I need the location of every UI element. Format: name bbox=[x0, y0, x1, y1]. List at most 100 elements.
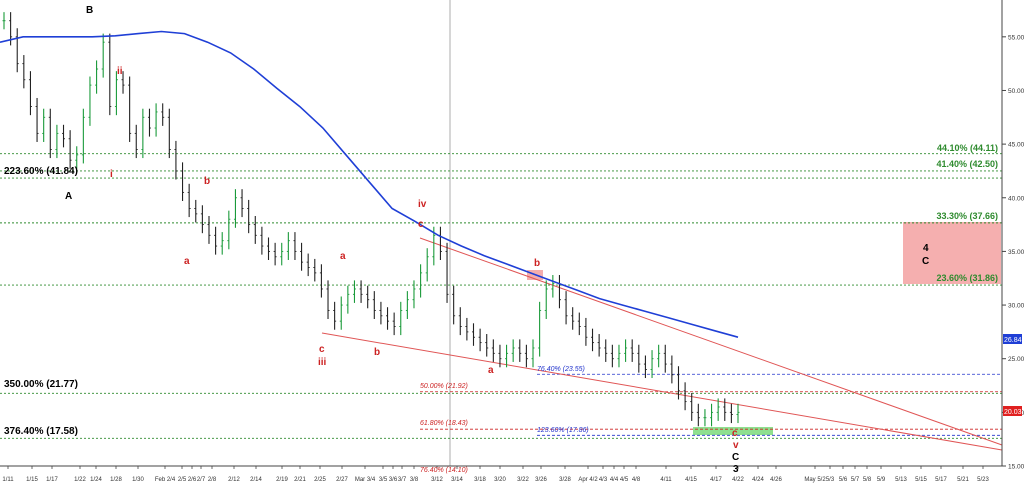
x-tick-label: 2/8 bbox=[208, 477, 217, 483]
x-tick-label: 2/27 bbox=[336, 477, 348, 483]
level-label-376-40: 376.40% (17.58) bbox=[4, 426, 78, 437]
y-tick-label: 15.00 bbox=[1008, 464, 1024, 471]
x-tick-label: 4/26 bbox=[770, 477, 782, 483]
level-label-41-40: 41.40% (42.50) bbox=[936, 159, 998, 169]
y-tick-label: 40.00 bbox=[1008, 195, 1024, 202]
x-tick-label: Apr 4/2 bbox=[578, 477, 598, 483]
x-tick-label: 2/25 bbox=[314, 477, 326, 483]
y-tick-label: 30.00 bbox=[1008, 303, 1024, 310]
x-tick-label: 4/22 bbox=[732, 477, 744, 483]
x-tick-label: Mar 3/4 bbox=[355, 477, 376, 483]
x-tick-label: 3/18 bbox=[474, 477, 486, 483]
x-tick-label: 1/24 bbox=[90, 477, 102, 483]
x-tick-label: 5/6 bbox=[839, 477, 848, 483]
ma-value-tag bbox=[1003, 334, 1022, 344]
wave-label-c-3: c bbox=[732, 428, 738, 439]
x-tick-label: 4/11 bbox=[660, 477, 672, 483]
x-tick-label: 5/15 bbox=[915, 477, 927, 483]
y-tick-label: 35.00 bbox=[1008, 249, 1024, 256]
level-label-33-30: 33.30% (37.66) bbox=[936, 211, 998, 221]
x-tick-label: 5/17 bbox=[935, 477, 947, 483]
wave-label-C-1: C bbox=[732, 452, 739, 463]
wave-label-b-2: b bbox=[374, 347, 380, 358]
fib-label-76-40-upper: 76.40% (23.55) bbox=[537, 366, 585, 373]
x-tick-label: 1/28 bbox=[110, 477, 122, 483]
level-label-223-60: 223.60% (41.84) bbox=[4, 166, 78, 177]
x-tick-label: May 5/2 bbox=[804, 477, 826, 483]
wave-label-v: v bbox=[733, 440, 739, 451]
support-zone bbox=[693, 427, 773, 435]
y-tick-label: 45.00 bbox=[1008, 142, 1024, 149]
x-tick-label: 5/23 bbox=[977, 477, 989, 483]
ma-value-label: 26.84 bbox=[1004, 337, 1022, 344]
x-tick-label: 3/20 bbox=[494, 477, 506, 483]
wave-label-c-2: c bbox=[319, 344, 325, 355]
y-tick-label: 50.00 bbox=[1008, 88, 1024, 95]
price-value-tag bbox=[1003, 406, 1022, 416]
x-tick-label: 2/6 bbox=[188, 477, 197, 483]
wave-label-c-1: c bbox=[418, 219, 424, 230]
x-tick-label: 2/14 bbox=[250, 477, 262, 483]
wave-label-b-3: b bbox=[534, 258, 540, 269]
x-tick-label: 3/14 bbox=[451, 477, 463, 483]
x-tick-label: 5/13 bbox=[895, 477, 907, 483]
x-tick-label: 3/8 bbox=[410, 477, 419, 483]
x-tick-label: 1/17 bbox=[46, 477, 58, 483]
x-tick-label: 5/21 bbox=[957, 477, 969, 483]
x-tick-label: 4/15 bbox=[685, 477, 697, 483]
wave-label-a-2: a bbox=[340, 251, 346, 262]
target-zone bbox=[903, 222, 1001, 284]
x-tick-label: 3/6 bbox=[389, 477, 398, 483]
price-value-label: 20.03 bbox=[1004, 409, 1022, 416]
x-tick-label: 1/30 bbox=[132, 477, 144, 483]
wave-label-A: A bbox=[65, 191, 72, 202]
x-tick-label: 5/7 bbox=[851, 477, 860, 483]
x-tick-label: 1/15 bbox=[26, 477, 38, 483]
x-tick-label: 2/19 bbox=[276, 477, 288, 483]
x-tick-label: 3/28 bbox=[559, 477, 571, 483]
y-tick-label: 55.00 bbox=[1008, 34, 1024, 41]
x-tick-label: 5/9 bbox=[877, 477, 886, 483]
fib-label-123-60: 123.60% (17.86) bbox=[537, 427, 589, 434]
level-label-350-00: 350.00% (21.77) bbox=[4, 379, 78, 390]
wave-label-3: 3 bbox=[733, 464, 739, 475]
wave-label-B: B bbox=[86, 5, 93, 16]
wave-label-i: i bbox=[110, 169, 113, 180]
x-tick-label: 3/7 bbox=[398, 477, 407, 483]
x-tick-label: 4/17 bbox=[710, 477, 722, 483]
level-label-44-10: 44.10% (44.11) bbox=[937, 143, 998, 153]
x-tick-label: 1/22 bbox=[74, 477, 86, 483]
wave-label-ii: ii bbox=[117, 66, 123, 77]
x-tick-label: 4/5 bbox=[620, 477, 629, 483]
x-tick-label: 2/5 bbox=[178, 477, 187, 483]
wave-label-a-1: a bbox=[184, 256, 190, 267]
x-tick-label: 5/8 bbox=[863, 477, 872, 483]
wave-label-C-2: C bbox=[922, 256, 929, 267]
x-tick-label: 4/4 bbox=[610, 477, 619, 483]
x-tick-label: 4/24 bbox=[752, 477, 764, 483]
x-tick-label: 4/8 bbox=[632, 477, 641, 483]
x-tick-label: 5/3 bbox=[826, 477, 835, 483]
x-tick-label: Feb 2/4 bbox=[155, 477, 176, 483]
fib-label-76-40-lower: 76.40% (14.10) bbox=[420, 467, 468, 474]
fib-label-50-00: 50.00% (21.92) bbox=[420, 383, 468, 390]
wave-label-a-3: a bbox=[488, 365, 494, 376]
x-tick-label: 1/11 bbox=[2, 477, 14, 483]
x-tick-label: 3/5 bbox=[379, 477, 388, 483]
wave-label-iii: iii bbox=[318, 357, 327, 368]
x-tick-label: 2/7 bbox=[197, 477, 206, 483]
fib-label-61-80: 61.80% (18.43) bbox=[420, 420, 468, 427]
moving-average-line bbox=[0, 30, 739, 338]
x-tick-label: 2/21 bbox=[294, 477, 306, 483]
x-tick-label: 3/12 bbox=[431, 477, 443, 483]
level-label-23-60: 23.60% (31.86) bbox=[936, 273, 998, 283]
trendline-lower bbox=[321, 332, 1003, 451]
y-tick-label: 25.00 bbox=[1008, 356, 1024, 363]
wave-label-4: 4 bbox=[923, 243, 929, 254]
x-tick-label: 3/26 bbox=[535, 477, 547, 483]
wave-label-b-1: b bbox=[204, 176, 210, 187]
trendline-upper bbox=[419, 237, 1003, 446]
x-tick-label: 2/12 bbox=[228, 477, 240, 483]
wave-label-iv: iv bbox=[418, 199, 427, 210]
